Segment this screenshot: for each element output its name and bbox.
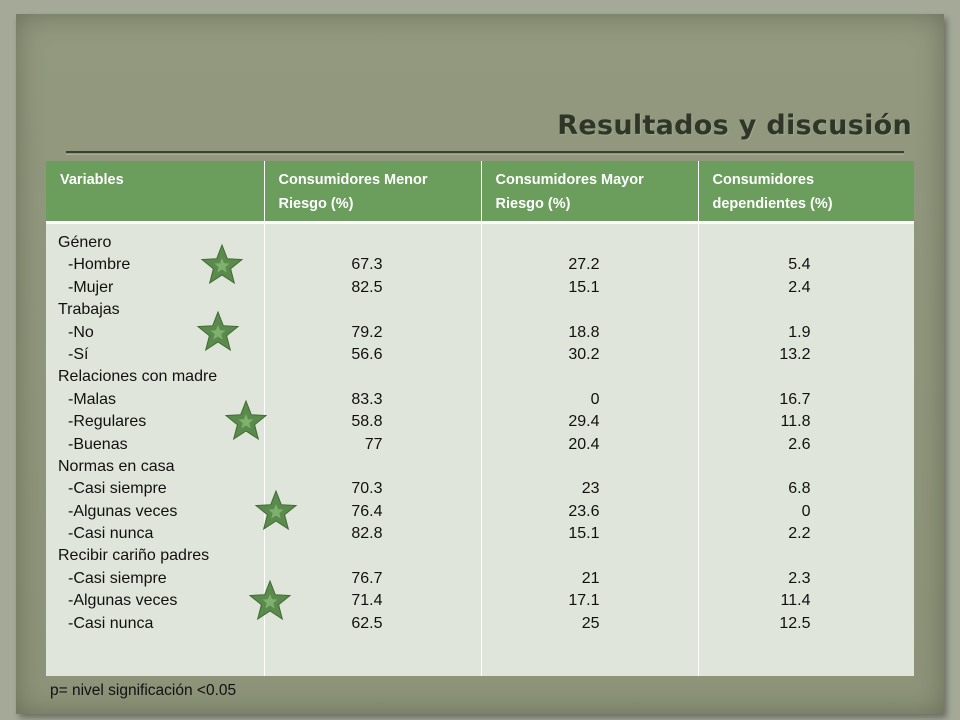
menor-riesgo-value xyxy=(293,456,383,478)
table-header-row: Variables Consumidores Menor Riesgo (%) … xyxy=(46,161,914,224)
variable-label: -Mujer xyxy=(68,278,114,296)
variable-label: -No xyxy=(68,323,94,341)
dependientes-values: 5.4 2.4 1.9 13.2 16.7 11.8 2.6 6.8 0 2.2 2.3 11.4 12… xyxy=(699,224,915,635)
title-underline-highlight xyxy=(66,154,904,155)
mayor-riesgo-value: 30.2 xyxy=(568,345,600,363)
variable-label: Género xyxy=(58,234,112,251)
menor-riesgo-values: 67.3 82.5 79.2 56.6 83.3 58.8 77 70.3 76.4 82.8 76… xyxy=(265,224,481,635)
variable-label: Relaciones con madre xyxy=(58,368,218,386)
menor-riesgo-value: 83.3 xyxy=(351,390,383,408)
dependientes-value: 13.2 xyxy=(779,345,811,363)
dependientes-value: 16.7 xyxy=(779,390,811,408)
variable-label: -Buenas xyxy=(68,435,128,453)
variable-label: -Casi nunca xyxy=(68,525,154,543)
dependientes-value: 0 xyxy=(801,502,811,520)
mayor-riesgo-value: 29.4 xyxy=(568,413,600,431)
variable-label: Trabajas xyxy=(58,301,120,319)
dependientes-value: 1.9 xyxy=(788,323,811,341)
variable-label: -Malas xyxy=(68,390,117,408)
mayor-riesgo-value: 15.1 xyxy=(568,278,600,296)
mayor-riesgo-value xyxy=(510,366,600,388)
dependientes-value: 2.6 xyxy=(788,435,811,453)
star-icon xyxy=(248,579,292,620)
mayor-riesgo-value: 20.4 xyxy=(568,435,600,453)
menor-riesgo-value: 58.8 xyxy=(351,413,383,431)
menor-riesgo-value xyxy=(293,232,383,254)
menor-riesgo-value: 79.2 xyxy=(351,323,383,341)
dependientes-column: 5.4 2.4 1.9 13.2 16.7 11.8 2.6 6.8 0 2.2 2.3 11.4 12… xyxy=(698,222,915,676)
header-variables: Variables xyxy=(46,161,265,224)
dependientes-value xyxy=(721,366,811,388)
mayor-riesgo-value: 27.2 xyxy=(568,256,600,274)
slide-title: Resultados y discusión xyxy=(557,110,912,141)
dependientes-value: 5.4 xyxy=(788,256,811,274)
variable-label: -Casi siempre xyxy=(68,569,167,587)
mayor-riesgo-value: 0 xyxy=(590,390,600,408)
menor-riesgo-value: 71.4 xyxy=(351,592,383,610)
menor-riesgo-value: 76.4 xyxy=(351,502,383,520)
mayor-riesgo-value: 23.6 xyxy=(568,502,600,520)
variable-label: -Hombre xyxy=(68,256,131,274)
dependientes-value: 11.4 xyxy=(780,592,811,610)
mayor-riesgo-value: 25 xyxy=(581,614,600,632)
variable-label: -Sí xyxy=(68,345,89,363)
variable-label: -Casi nunca xyxy=(68,614,154,632)
table-body-row: Género -Hombre -Mujer Trabajas -No -Sí Relacio… xyxy=(46,222,915,676)
results-table: Variables Consumidores Menor Riesgo (%) … xyxy=(46,161,914,676)
variable-label: -Algunas veces xyxy=(68,592,178,610)
dependientes-value xyxy=(721,299,811,321)
mayor-riesgo-value: 17.1 xyxy=(568,592,600,610)
dependientes-value: 2.4 xyxy=(788,278,811,296)
variables-list: Género -Hombre -Mujer Trabajas -No -Sí Relacio… xyxy=(46,224,298,635)
menor-riesgo-value: 82.8 xyxy=(351,525,383,543)
mayor-riesgo-value xyxy=(510,456,600,478)
title-underline xyxy=(66,151,904,153)
menor-riesgo-value: 56.6 xyxy=(351,345,383,363)
dependientes-value: 11.8 xyxy=(780,413,811,431)
star-icon xyxy=(254,489,298,531)
menor-riesgo-column: 67.3 82.5 79.2 56.6 83.3 58.8 77 70.3 76.4 82.8 76… xyxy=(264,222,482,676)
header-dependientes: Consumidores dependientes (%) xyxy=(698,161,914,224)
menor-riesgo-value: 77 xyxy=(364,435,383,453)
mayor-riesgo-value: 23 xyxy=(581,480,600,498)
menor-riesgo-value: 62.5 xyxy=(351,614,383,632)
variable-label: -Casi siempre xyxy=(68,480,167,498)
menor-riesgo-value: 70.3 xyxy=(351,480,383,498)
mayor-riesgo-values: 27.2 15.1 18.8 30.2 0 29.4 20.4 23 23.6 15.1 21 17.… xyxy=(482,224,698,635)
star-icon xyxy=(196,310,240,351)
menor-riesgo-value: 82.5 xyxy=(351,278,383,296)
dependientes-value: 12.5 xyxy=(779,614,811,632)
header-menor-riesgo: Consumidores Menor Riesgo (%) xyxy=(264,161,482,224)
mayor-riesgo-value: 15.1 xyxy=(568,525,600,543)
dependientes-value: 2.3 xyxy=(788,569,811,587)
mayor-riesgo-value xyxy=(510,545,600,567)
mayor-riesgo-value xyxy=(510,232,600,254)
dependientes-value xyxy=(721,456,811,478)
mayor-riesgo-value xyxy=(510,299,600,321)
menor-riesgo-value xyxy=(293,545,383,567)
mayor-riesgo-value: 18.8 xyxy=(568,323,600,341)
menor-riesgo-value xyxy=(293,299,383,321)
dependientes-value: 2.2 xyxy=(788,525,811,543)
menor-riesgo-value: 76.7 xyxy=(351,569,383,587)
variable-label: Recibir cariño padres xyxy=(58,547,210,565)
header-mayor-riesgo: Consumidores Mayor Riesgo (%) xyxy=(481,161,699,224)
variable-label: -Regulares xyxy=(68,413,147,431)
footnote: p= nivel significación <0.05 xyxy=(50,682,237,699)
variable-label: -Algunas veces xyxy=(68,502,178,520)
mayor-riesgo-value: 21 xyxy=(581,569,600,587)
variable-label: Normas en casa xyxy=(58,457,175,475)
menor-riesgo-value xyxy=(293,366,383,388)
menor-riesgo-value: 67.3 xyxy=(351,256,383,274)
star-icon xyxy=(200,243,244,284)
dependientes-value: 6.8 xyxy=(788,480,811,498)
dependientes-value xyxy=(721,545,811,567)
mayor-riesgo-column: 27.2 15.1 18.8 30.2 0 29.4 20.4 23 23.6 15.1 21 17.… xyxy=(481,222,699,676)
variables-column: Género -Hombre -Mujer Trabajas -No -Sí Relacio… xyxy=(46,222,298,676)
dependientes-value xyxy=(721,232,811,254)
star-icon xyxy=(224,400,268,441)
